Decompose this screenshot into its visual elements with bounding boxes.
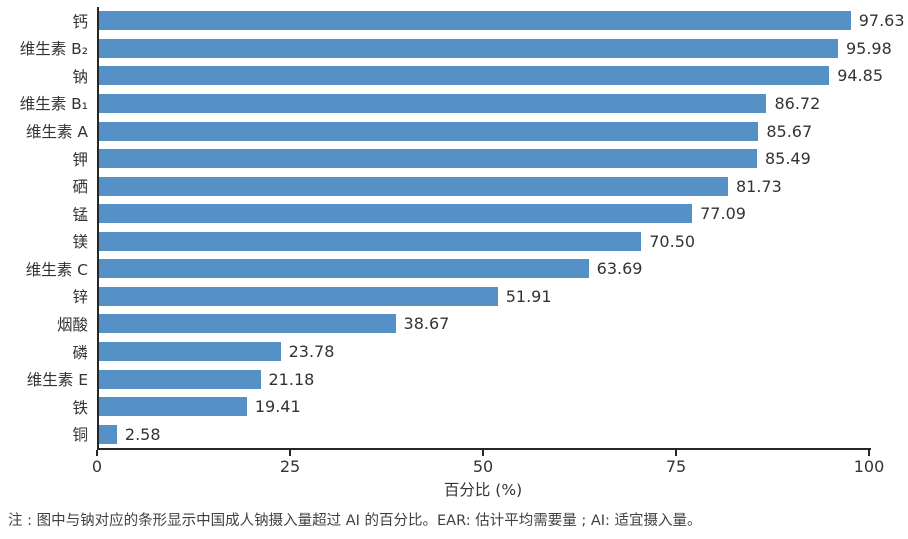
bar-row: 维生素 B₁ 86.72	[0, 90, 908, 118]
bar-track: 38.67	[97, 310, 869, 338]
bar-track: 23.78	[97, 338, 869, 366]
value-label: 77.09	[700, 204, 746, 224]
bar-row: 硒 81.73	[0, 172, 908, 200]
bar	[97, 286, 498, 306]
bar	[97, 397, 247, 417]
category-label: 维生素 A	[25, 123, 88, 142]
x-axis-tick-label: 75	[665, 457, 687, 476]
bar-track: 86.72	[97, 90, 869, 118]
bar	[97, 149, 757, 169]
bar	[97, 314, 396, 334]
bar-track: 2.58	[97, 420, 869, 448]
bar-track: 95.98	[97, 35, 892, 63]
x-axis-tick-label: 25	[279, 457, 301, 476]
value-label: 85.67	[766, 121, 813, 141]
x-axis-tick-mark	[868, 450, 870, 456]
category-label: 磷	[72, 343, 88, 362]
bar-track: 70.50	[97, 228, 869, 256]
x-axis-title: 百分比 (%)	[443, 481, 523, 499]
value-label: 21.18	[268, 369, 315, 389]
value-label: 38.67	[403, 314, 450, 334]
category-label: 钠	[72, 67, 88, 86]
category-label: 镁	[72, 233, 88, 252]
category-label: 硒	[72, 178, 88, 197]
bar-row: 镁 70.50	[0, 228, 908, 256]
bar-row: 铜 2.58	[0, 420, 908, 448]
bar-row: 钙 97.63	[0, 7, 908, 35]
category-label: 铁	[72, 398, 88, 417]
bar-row: 维生素 C 63.69	[0, 255, 908, 283]
bar-track: 97.63	[97, 7, 905, 35]
bar	[97, 424, 117, 444]
value-label: 23.78	[288, 342, 335, 362]
bar-row: 铁 19.41	[0, 393, 908, 421]
category-label: 维生素 B₁	[19, 95, 88, 114]
value-label: 95.98	[845, 38, 892, 58]
bar-track: 19.41	[97, 393, 869, 421]
category-label: 铜	[72, 426, 88, 445]
value-label: 70.50	[649, 231, 696, 251]
bar	[97, 369, 261, 389]
category-label: 烟酸	[56, 315, 88, 334]
bar	[97, 342, 281, 362]
category-label: 维生素 C	[25, 260, 88, 279]
bar-track: 51.91	[97, 283, 869, 311]
x-axis-tick-label: 100	[853, 457, 885, 476]
x-axis-ticks	[96, 450, 870, 456]
value-label: 81.73	[735, 176, 782, 196]
value-label: 85.49	[764, 149, 811, 169]
x-axis-tick-mark	[96, 450, 98, 456]
bar-track: 85.49	[97, 145, 869, 173]
bar	[97, 38, 838, 58]
bar	[97, 176, 728, 196]
bar-row: 维生素 B₂ 95.98	[0, 35, 908, 63]
value-label: 63.69	[596, 259, 643, 279]
x-axis-tick-mark	[675, 450, 677, 456]
category-label: 维生素 E	[26, 371, 88, 390]
category-label: 锌	[72, 288, 88, 307]
bar	[97, 231, 642, 251]
value-label: 86.72	[774, 93, 821, 113]
bar	[97, 11, 851, 31]
x-axis-tick-mark	[289, 450, 291, 456]
category-label: 锰	[72, 205, 88, 224]
bar-row: 锌 51.91	[0, 283, 908, 311]
bar-track: 94.85	[97, 62, 883, 90]
category-label: 钾	[72, 150, 88, 169]
bar	[97, 121, 759, 141]
value-label: 97.63	[858, 11, 905, 31]
category-label: 钙	[72, 12, 88, 31]
x-axis-line	[97, 448, 871, 450]
bar-row: 钠 94.85	[0, 62, 908, 90]
chart-footnote: 注 : 图中与钠对应的条形显示中国成人钠摄入量超过 AI 的百分比。EAR: 估…	[8, 513, 702, 529]
bar-row: 钾 85.49	[0, 145, 908, 173]
bar-row: 锰 77.09	[0, 200, 908, 228]
category-label: 维生素 B₂	[19, 40, 88, 59]
y-axis-line	[97, 7, 99, 450]
bar	[97, 66, 830, 86]
bar-row: 维生素 A 85.67	[0, 117, 908, 145]
bar-track: 81.73	[97, 172, 869, 200]
bar-track: 77.09	[97, 200, 869, 228]
x-axis-tick-labels: 0 25 50 75 100	[92, 457, 884, 476]
bar-row: 磷 23.78	[0, 338, 908, 366]
bar	[97, 93, 767, 113]
bar-track: 63.69	[97, 255, 869, 283]
value-label: 51.91	[505, 286, 552, 306]
bar	[97, 259, 589, 279]
value-label: 19.41	[254, 397, 301, 417]
value-label: 94.85	[837, 66, 884, 86]
bar	[97, 204, 693, 224]
bar-row: 维生素 E 21.18	[0, 365, 908, 393]
x-axis-tick-label: 50	[472, 457, 494, 476]
bar-track: 21.18	[97, 365, 869, 393]
x-axis-tick-label: 0	[91, 457, 103, 476]
x-axis-tick-mark	[482, 450, 484, 456]
bar-row: 烟酸 38.67	[0, 310, 908, 338]
bar-track: 85.67	[97, 117, 869, 145]
bar-rows: 钙 97.63 维生素 B₂ 95.98 钠 94.85 维生素 B₁ 86.72 维生素 A 8…	[0, 7, 908, 448]
value-label: 2.58	[124, 424, 161, 444]
